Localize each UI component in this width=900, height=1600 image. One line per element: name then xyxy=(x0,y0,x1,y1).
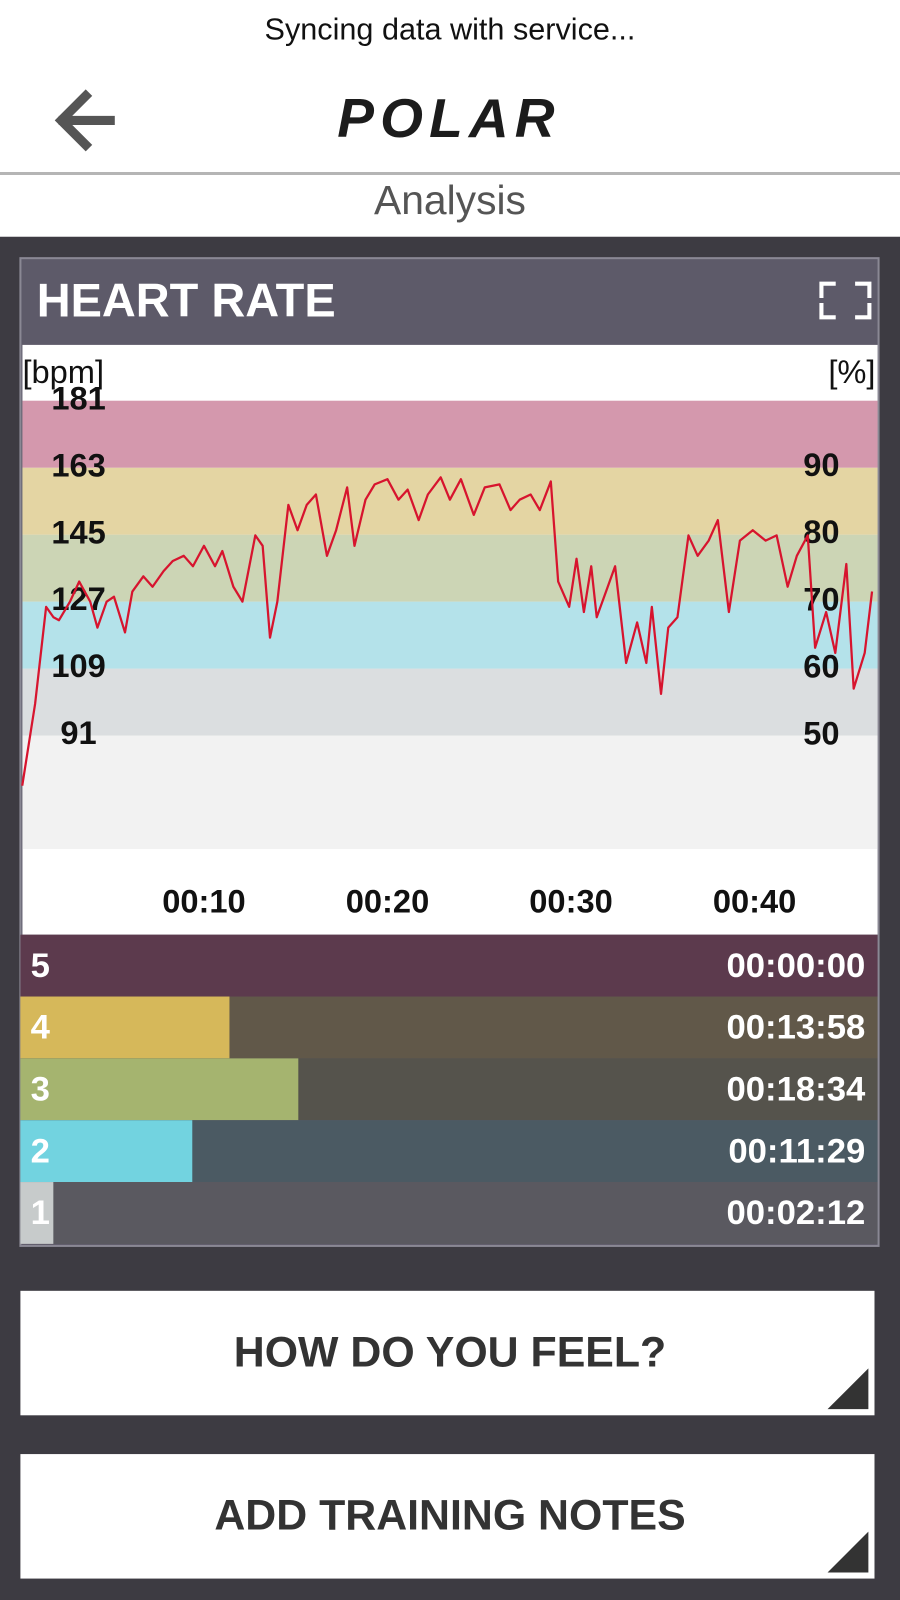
card-title: HEART RATE xyxy=(37,274,336,326)
zone-label: 1 xyxy=(31,1194,50,1232)
button-label[interactable]: HOW DO YOU FEEL? xyxy=(234,1328,666,1376)
status-text: Syncing data with service... xyxy=(265,13,636,47)
action-button[interactable]: HOW DO YOU FEEL? xyxy=(20,1290,875,1416)
zone-bar xyxy=(20,1120,193,1183)
zone-bars: 5 00:00:00 4 00:13:58 3 00:18:34 2 00:11:29 1 00:… xyxy=(20,934,878,1244)
corner-triangle[interactable] xyxy=(827,1531,869,1573)
zone-band xyxy=(22,400,878,468)
zone-bands xyxy=(22,400,878,849)
expand-icon[interactable] xyxy=(819,281,872,320)
y-tick-label: 181 xyxy=(51,379,105,416)
zone-label: 5 xyxy=(31,947,50,985)
action-button[interactable]: ADD TRAINING NOTES xyxy=(20,1454,875,1579)
zone-label: 3 xyxy=(31,1070,50,1108)
y-tick-label: 145 xyxy=(51,513,105,550)
x-tick-label: 00:10 xyxy=(162,883,245,920)
zone-bar xyxy=(20,996,230,1059)
zone-track xyxy=(20,934,878,997)
zone-band xyxy=(22,735,878,849)
y-tick-label: 163 xyxy=(51,446,105,483)
logo: POLAR xyxy=(337,87,560,149)
zone-duration: 00:13:58 xyxy=(726,1009,865,1047)
corner-triangle[interactable] xyxy=(827,1368,869,1410)
y2-tick-label: 60 xyxy=(803,647,839,684)
y2-tick-label: 50 xyxy=(803,714,839,751)
zone-bar xyxy=(20,1058,299,1121)
zone-band xyxy=(22,467,878,535)
zone-duration: 00:02:12 xyxy=(726,1194,865,1232)
zone-band xyxy=(22,601,878,669)
button-label[interactable]: ADD TRAINING NOTES xyxy=(214,1492,685,1540)
back-button[interactable] xyxy=(54,89,115,152)
y2-axis-label: [%] xyxy=(828,353,875,390)
button-background[interactable] xyxy=(20,1290,875,1416)
button-background[interactable] xyxy=(20,1454,875,1579)
y2-tick-label: 70 xyxy=(803,580,839,617)
expand-button[interactable] xyxy=(819,281,872,320)
y-axis-label: [bpm] xyxy=(22,353,104,390)
y-tick-label: 109 xyxy=(51,647,105,684)
back-arrow[interactable] xyxy=(54,89,115,152)
zone-label: 2 xyxy=(31,1132,50,1170)
zone-track xyxy=(20,1182,878,1244)
y-tick-label: 127 xyxy=(51,580,105,617)
x-tick-label: 00:30 xyxy=(529,883,612,920)
zone-duration: 00:11:29 xyxy=(728,1132,865,1170)
zone-band xyxy=(22,668,878,736)
y2-tick-label: 90 xyxy=(803,446,839,483)
x-tick-label: 00:20 xyxy=(346,883,429,920)
y-tick-label: 91 xyxy=(60,714,96,751)
buttons: HOW DO YOU FEEL? ADD TRAINING NOTES xyxy=(20,1290,875,1579)
zone-duration: 00:18:34 xyxy=(726,1070,866,1108)
page-title: Analysis xyxy=(374,177,526,223)
zone-duration: 00:00:00 xyxy=(726,947,865,985)
zone-bar xyxy=(20,1182,54,1244)
heart-rate-line xyxy=(21,476,874,786)
x-tick-label: 00:40 xyxy=(713,883,796,920)
top-bar xyxy=(0,0,900,237)
zone-label: 4 xyxy=(31,1009,51,1047)
zone-band xyxy=(22,534,878,602)
